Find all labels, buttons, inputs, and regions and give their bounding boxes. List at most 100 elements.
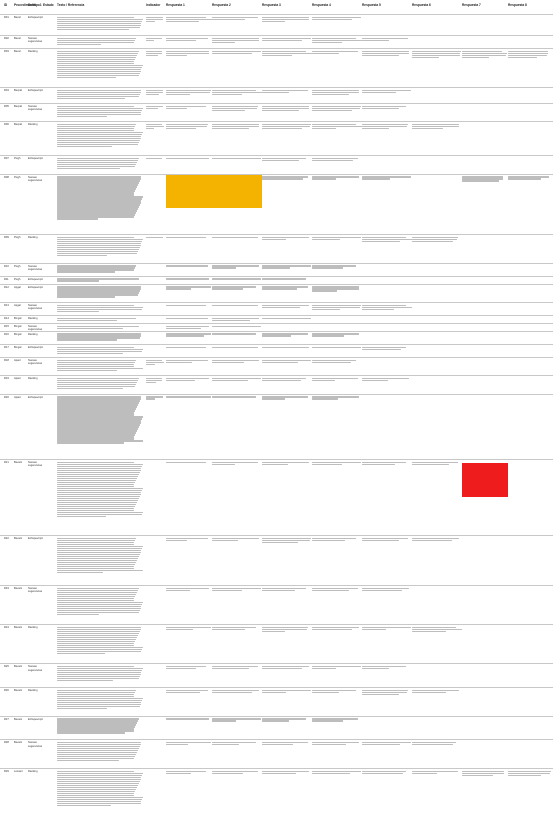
- row-answer-1[interactable]: [166, 346, 212, 349]
- row-answer-2[interactable]: [212, 16, 262, 21]
- table-row[interactable]: R15 Bmgal Nuevas sugerencias: [0, 323, 553, 332]
- row-answer-4[interactable]: [312, 265, 362, 270]
- row-answer-4[interactable]: [312, 689, 362, 694]
- row-answer-1[interactable]: [166, 16, 212, 23]
- row-answer-6[interactable]: [412, 770, 462, 775]
- row-answer-4[interactable]: [312, 377, 362, 382]
- row-answer-7[interactable]: [462, 176, 507, 183]
- row-answer-4[interactable]: [312, 286, 362, 293]
- row-answer-4[interactable]: [312, 16, 362, 21]
- row-answer-4[interactable]: [312, 176, 362, 181]
- row-answer-5[interactable]: [362, 461, 412, 466]
- header-type[interactable]: Subtipo1: [28, 3, 42, 7]
- row-answer-2[interactable]: [212, 50, 262, 55]
- row-answer-1[interactable]: [166, 50, 212, 57]
- row-answer-1[interactable]: [166, 236, 212, 239]
- row-answer-3[interactable]: [262, 396, 312, 401]
- table-row[interactable]: R12 Apgal Enfoque/opinion: [0, 283, 553, 303]
- header-answer-3[interactable]: Respuesta 3: [262, 3, 281, 7]
- row-answer-5[interactable]: [362, 123, 412, 130]
- row-answer-3[interactable]: [262, 626, 312, 633]
- row-answer-2[interactable]: [212, 396, 262, 399]
- header-answer-5[interactable]: Respuesta 5: [362, 3, 381, 7]
- row-answer-2[interactable]: [212, 278, 262, 281]
- row-answer-3[interactable]: [262, 665, 312, 670]
- row-answer-2[interactable]: [212, 689, 262, 694]
- header-answer-8[interactable]: Respuesta 8: [508, 3, 527, 7]
- table-row[interactable]: R26 Bexant Ranking: [0, 687, 553, 717]
- table-row[interactable]: R29 Lemant Ranking: [0, 768, 553, 819]
- row-answer-5[interactable]: [362, 587, 412, 592]
- row-answer-5[interactable]: [362, 236, 412, 243]
- row-answer-4[interactable]: [312, 359, 362, 364]
- row-answer-4[interactable]: [312, 741, 362, 746]
- row-answer-3[interactable]: [262, 123, 312, 130]
- row-answer-5[interactable]: [362, 37, 412, 42]
- row-answer-1[interactable]: [166, 587, 212, 592]
- row-answer-3[interactable]: [262, 176, 312, 181]
- row-answer-1[interactable]: [166, 359, 212, 364]
- row-answer-2[interactable]: [212, 359, 262, 364]
- row-answer-4[interactable]: [312, 236, 362, 241]
- row-answer-4[interactable]: [312, 587, 362, 592]
- table-row[interactable]: R20 Apant Enfoque/opinion: [0, 393, 553, 460]
- row-answer-2[interactable]: [212, 157, 262, 160]
- row-answer-2[interactable]: [212, 537, 262, 542]
- row-answer-3[interactable]: [262, 304, 312, 309]
- row-answer-1[interactable]: [166, 325, 212, 330]
- row-answer-4[interactable]: [312, 157, 362, 162]
- header-answer-6[interactable]: Respuesta 6: [412, 3, 431, 7]
- row-answer-4[interactable]: [312, 396, 362, 401]
- row-answer-3[interactable]: [262, 157, 312, 162]
- row-answer-1[interactable]: [166, 377, 212, 382]
- row-answer-1[interactable]: [166, 461, 212, 464]
- header-indicator[interactable]: Indicador: [146, 3, 161, 7]
- row-answer-7[interactable]: [462, 770, 507, 777]
- highlighted-cell-orange[interactable]: [166, 174, 262, 208]
- header-answer-1[interactable]: Respuesta 1: [166, 3, 185, 7]
- row-answer-6[interactable]: [412, 50, 462, 59]
- row-answer-1[interactable]: [166, 770, 212, 775]
- row-answer-2[interactable]: [212, 587, 262, 592]
- row-answer-2[interactable]: [212, 265, 262, 270]
- row-answer-1[interactable]: [166, 265, 212, 268]
- table-row[interactable]: R03 Bexal Ranking: [0, 48, 553, 88]
- row-answer-1[interactable]: [166, 741, 212, 746]
- row-answer-4[interactable]: [312, 105, 362, 112]
- row-answer-8[interactable]: [508, 176, 552, 181]
- row-answer-3[interactable]: [262, 105, 312, 112]
- row-answer-2[interactable]: [212, 304, 262, 307]
- row-answer-5[interactable]: [362, 626, 412, 631]
- row-answer-2[interactable]: [212, 377, 262, 382]
- row-answer-3[interactable]: [262, 689, 312, 694]
- row-answer-2[interactable]: [212, 461, 262, 466]
- row-answer-3[interactable]: [262, 359, 312, 364]
- row-answer-3[interactable]: [262, 236, 312, 241]
- row-answer-3[interactable]: [262, 50, 312, 57]
- table-row[interactable]: R09 Pivgh Ranking: [0, 233, 553, 264]
- row-answer-3[interactable]: [262, 89, 312, 94]
- row-answer-1[interactable]: [166, 689, 212, 694]
- row-answer-6[interactable]: [412, 461, 462, 466]
- table-row[interactable]: R16 Bmgal Ranking: [0, 330, 553, 345]
- row-answer-2[interactable]: [212, 105, 262, 112]
- table-row[interactable]: R27 Bexant Enfoque/opinion: [0, 715, 553, 741]
- row-answer-1[interactable]: [166, 317, 212, 320]
- row-answer-3[interactable]: [262, 346, 312, 349]
- row-answer-3[interactable]: [262, 265, 312, 270]
- row-answer-1[interactable]: [166, 123, 212, 130]
- row-answer-5[interactable]: [362, 537, 412, 542]
- row-answer-2[interactable]: [212, 333, 262, 336]
- row-answer-1[interactable]: [166, 37, 212, 42]
- table-row[interactable]: R21 Bexant Nuevas sugerencias: [0, 459, 553, 536]
- row-answer-4[interactable]: [312, 333, 362, 338]
- row-answer-4[interactable]: [312, 626, 362, 631]
- row-answer-1[interactable]: [166, 89, 212, 96]
- row-answer-2[interactable]: [212, 236, 262, 239]
- row-answer-2[interactable]: [212, 718, 262, 723]
- row-answer-4[interactable]: [312, 665, 362, 670]
- table-row[interactable]: R10 Pivgh Nuevas sugerencias: [0, 262, 553, 277]
- row-answer-1[interactable]: [166, 718, 212, 721]
- table-row[interactable]: R11 Pivgh Enfoque/opinion: [0, 275, 553, 285]
- row-answer-3[interactable]: [262, 587, 312, 592]
